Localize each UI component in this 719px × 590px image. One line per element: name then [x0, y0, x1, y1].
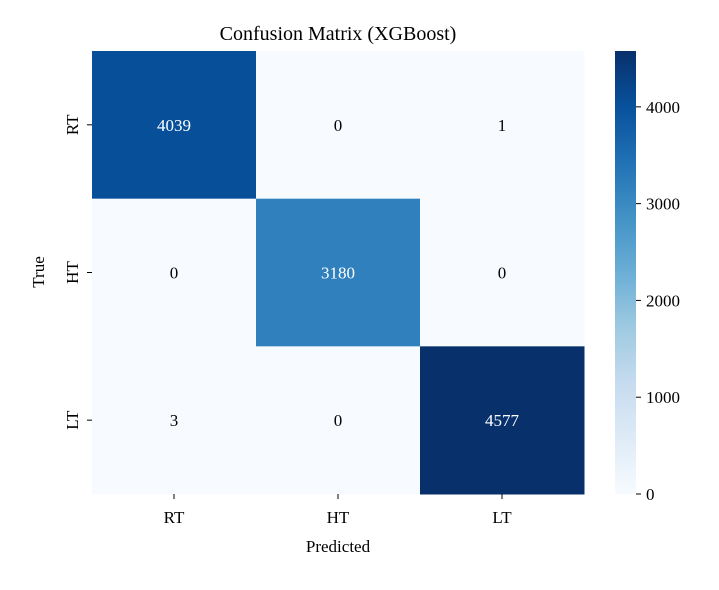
y-axis-label: True [29, 256, 48, 288]
heatmap-cell [420, 51, 585, 200]
heatmap-cell [92, 198, 257, 347]
chart-title: Confusion Matrix (XGBoost) [220, 23, 457, 45]
cell-value-label: 3 [170, 411, 179, 430]
cell-value-label: 3180 [321, 264, 355, 283]
x-tick-label: HT [327, 508, 350, 527]
heatmap-cell [420, 346, 585, 495]
y-tick-label: HT [63, 261, 82, 284]
y-tick-label: RT [63, 114, 82, 135]
cell-value-label: 0 [498, 264, 507, 283]
heatmap-cell [256, 51, 421, 200]
cell-value-label: 0 [170, 264, 179, 283]
colorbar-tick-label: 2000 [646, 291, 680, 310]
colorbar-tick-label: 4000 [646, 98, 680, 117]
heatmap-cell [420, 198, 585, 347]
heatmap-cell [92, 51, 257, 200]
x-tick-label: LT [492, 508, 512, 527]
x-tick-label: RT [164, 508, 185, 527]
cell-value-label: 1 [498, 116, 507, 135]
cell-value-label: 0 [334, 411, 343, 430]
heatmap-cell [92, 346, 257, 495]
heatmap-cell [256, 198, 421, 347]
y-tick-label: LT [63, 410, 82, 430]
cell-value-label: 4577 [485, 411, 520, 430]
x-axis-label: Predicted [306, 537, 371, 556]
colorbar-tick-label: 1000 [646, 388, 680, 407]
colorbar [615, 51, 636, 494]
cell-value-label: 4039 [157, 116, 191, 135]
colorbar-tick-label: 3000 [646, 195, 680, 214]
cell-value-label: 0 [334, 116, 343, 135]
heatmap-cell [256, 346, 421, 495]
colorbar-tick-label: 0 [646, 485, 655, 504]
